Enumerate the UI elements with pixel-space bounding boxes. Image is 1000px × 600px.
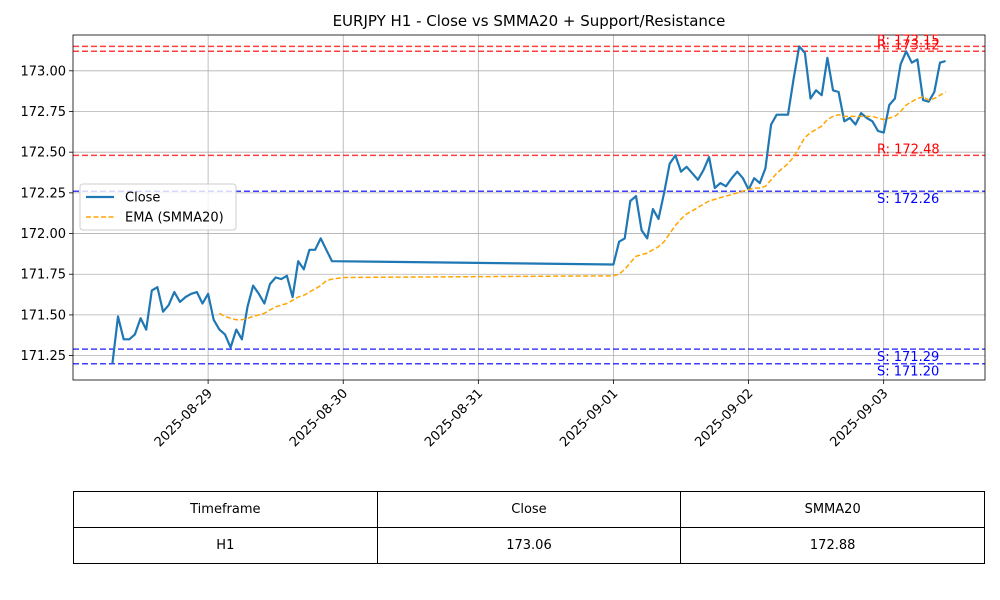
- chart-figure: EURJPY H1 - Close vs SMMA20 + Support/Re…: [21, 12, 986, 450]
- header-close: Close: [376, 491, 682, 528]
- plot-frame: [72, 34, 986, 381]
- level-labels: R: 173.15R: 173.12 R: 172.48 S: 172.26 S: 1…: [877, 33, 940, 379]
- table-row: H1 173.06 172.88: [73, 527, 985, 564]
- series-line-smma20: [219, 91, 946, 321]
- support-label: S: 171.29: [877, 350, 939, 365]
- summary-table: Timeframe Close SMMA20 H1 173.06 172.88: [73, 491, 985, 564]
- y-tick-label: 172.25: [21, 186, 67, 201]
- y-tick-label: 171.25: [21, 349, 67, 364]
- resistance-label: R: 172.48: [877, 142, 940, 157]
- x-tick-label: 2025-08-31: [422, 386, 486, 450]
- support-resistance-lines: [73, 45, 985, 365]
- y-tick-label: 172.75: [21, 105, 67, 120]
- y-tick-label: 172.50: [21, 146, 67, 161]
- chart-title: EURJPY H1 - Close vs SMMA20 + Support/Re…: [333, 12, 726, 30]
- support-label: S: 171.20: [877, 365, 939, 380]
- series-lines: [111, 45, 946, 364]
- x-tick-label: 2025-08-29: [152, 386, 216, 450]
- cell-smma20: 172.88: [680, 527, 985, 564]
- y-tick-label: 171.50: [21, 308, 67, 323]
- legend: Close EMA (SMMA20): [79, 183, 237, 231]
- series-line-close: [111, 45, 946, 364]
- y-tick-label: 172.00: [21, 227, 67, 242]
- support-label: S: 172.26: [877, 192, 939, 207]
- resistance-label: R: 173.15: [877, 33, 940, 48]
- cell-timeframe: H1: [73, 527, 378, 564]
- x-tick-label: 2025-09-02: [692, 386, 756, 450]
- legend-label-smma20: EMA (SMMA20): [125, 211, 224, 226]
- header-timeframe: Timeframe: [73, 491, 378, 528]
- table-header-row: Timeframe Close SMMA20: [73, 491, 985, 528]
- legend-label-close: Close: [125, 191, 160, 206]
- x-tick-label: 2025-09-03: [827, 386, 891, 450]
- y-tick-label: 171.75: [21, 268, 67, 283]
- legend-box: [79, 183, 237, 231]
- y-tick-label: 173.00: [21, 64, 67, 79]
- x-tick-label: 2025-09-01: [557, 386, 621, 450]
- resistance-label: R: 173.12: [877, 38, 940, 53]
- x-tick-label: 2025-08-30: [287, 386, 351, 450]
- cell-close: 173.06: [376, 527, 682, 564]
- header-smma20: SMMA20: [680, 491, 985, 528]
